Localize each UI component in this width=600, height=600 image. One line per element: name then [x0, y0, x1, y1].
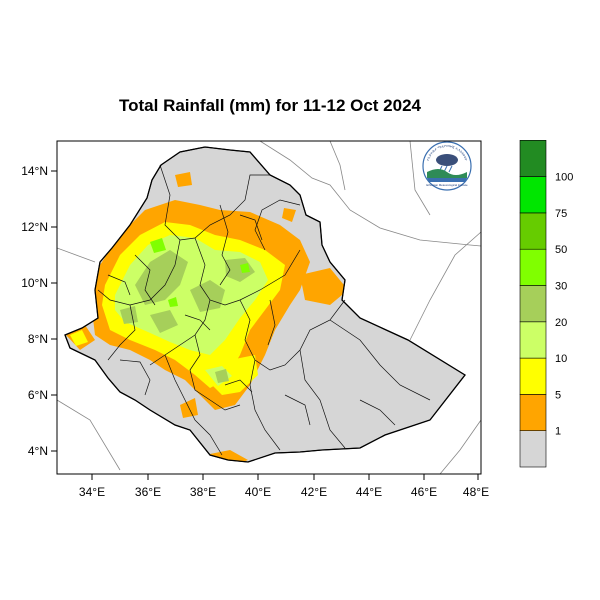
legend-label: 10 — [555, 353, 567, 365]
neighbor-borders — [57, 141, 481, 474]
legend-label: 30 — [555, 281, 567, 293]
legend-label: 20 — [555, 317, 567, 329]
map-title: Total Rainfall (mm) for 11-12 Oct 2024 — [119, 96, 421, 115]
legend-label: 50 — [555, 244, 567, 256]
y-tick-label: 14°N — [21, 164, 48, 178]
legend-swatch — [519, 321, 547, 359]
x-tick-label: 34°E — [79, 485, 105, 499]
legend-swatch — [519, 285, 547, 323]
logo-text-bottom: Ethiopian Meteorological Institute — [426, 183, 468, 187]
legend-swatch — [519, 430, 547, 468]
x-tick-label: 46°E — [411, 485, 437, 499]
legend-label: 100 — [555, 172, 573, 184]
legend-colorbar — [519, 140, 547, 468]
x-axis — [91, 474, 479, 480]
cloud-icon — [436, 154, 458, 166]
x-tick-label: 38°E — [190, 485, 216, 499]
y-axis — [51, 170, 57, 452]
legend-swatch — [519, 140, 547, 177]
legend-swatch — [519, 212, 547, 250]
ethiopia-outline — [64, 146, 466, 463]
x-tick-label: 40°E — [245, 485, 271, 499]
legend-labels: 1 5 10 20 30 50 75 100 — [555, 172, 573, 438]
legend-swatch — [519, 176, 547, 214]
x-tick-label: 42°E — [301, 485, 327, 499]
y-tick-label: 8°N — [28, 332, 48, 346]
legend-label: 75 — [555, 208, 567, 220]
y-tick-label: 6°N — [28, 388, 48, 402]
x-tick-label: 36°E — [135, 485, 161, 499]
y-tick-label: 10°N — [21, 276, 48, 290]
admin-boundaries — [97, 164, 431, 456]
map-frame — [56, 140, 482, 475]
institute-logo: የኢትዮጵያ ሚቲዮሮሎጂ ኢንስቲትዩት Ethiopian Meteorol… — [422, 141, 472, 191]
x-tick-label: 48°E — [463, 485, 489, 499]
legend-swatch — [519, 248, 547, 286]
legend-swatch — [519, 394, 547, 431]
legend-label: 1 — [555, 426, 561, 438]
rainfall-shading — [66, 172, 348, 462]
y-tick-label: 12°N — [21, 220, 48, 234]
legend-swatch — [519, 357, 547, 395]
x-tick-label: 44°E — [356, 485, 382, 499]
legend-label: 5 — [555, 389, 561, 401]
y-tick-label: 4°N — [28, 444, 48, 458]
